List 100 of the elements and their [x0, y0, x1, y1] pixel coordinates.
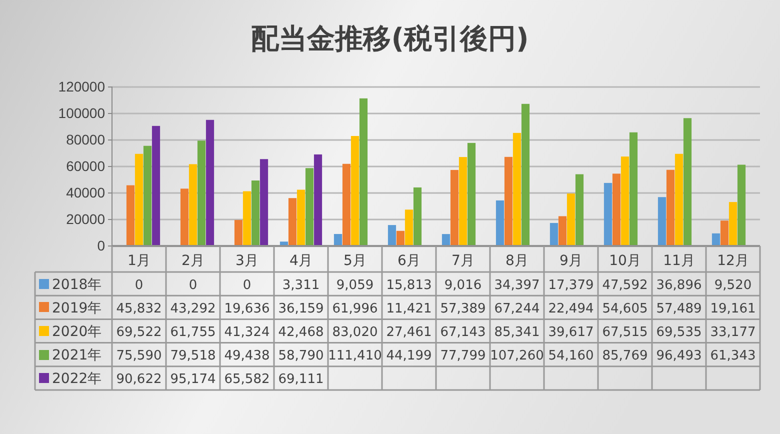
bar — [334, 234, 342, 246]
bar — [180, 188, 189, 246]
bar — [413, 187, 422, 246]
x-tick-label: 4月 — [290, 253, 312, 269]
data-label: 57,389 — [440, 301, 486, 316]
data-label: 96,493 — [656, 348, 702, 364]
x-tick-label: 3月 — [236, 253, 258, 269]
bar — [450, 170, 459, 246]
y-tick-label: 80000 — [66, 131, 106, 148]
data-label: 69,111 — [278, 372, 324, 388]
chart-title: 配当金推移(税引後円) — [251, 22, 529, 55]
y-tick-label: 60000 — [66, 158, 106, 174]
bar — [305, 168, 314, 246]
data-label: 79,518 — [170, 348, 216, 364]
data-label: 57,489 — [656, 301, 702, 316]
bar — [314, 154, 322, 246]
bar — [350, 136, 360, 246]
data-label: 34,397 — [494, 278, 540, 293]
data-label: 58,790 — [278, 348, 324, 364]
x-tick-label: 11月 — [663, 253, 695, 269]
bar — [260, 159, 268, 246]
bar — [737, 164, 746, 246]
data-label: 67,143 — [440, 325, 486, 340]
bar — [188, 164, 198, 246]
data-label: 67,244 — [494, 301, 540, 316]
x-tick-label: 9月 — [560, 253, 582, 269]
bar — [467, 142, 476, 246]
y-tick-label: 20000 — [66, 210, 106, 227]
data-label: 3,311 — [282, 278, 320, 293]
bar — [604, 182, 612, 246]
x-tick-label: 12月 — [717, 253, 749, 269]
data-label: 111,410 — [328, 348, 382, 364]
data-label: 61,343 — [710, 348, 756, 364]
data-label: 69,535 — [656, 325, 702, 340]
data-label: 47,592 — [602, 278, 648, 293]
data-label: 0 — [188, 278, 198, 293]
bar — [612, 174, 621, 246]
data-label: 15,813 — [386, 278, 432, 293]
data-label: 61,755 — [170, 325, 216, 340]
bar — [683, 118, 692, 246]
bar — [728, 202, 738, 246]
bar — [197, 140, 206, 246]
bar — [550, 222, 558, 246]
bar — [296, 190, 306, 246]
bar — [674, 154, 684, 246]
data-label: 9,016 — [444, 278, 482, 293]
x-tick-label: 10月 — [609, 253, 641, 269]
bar — [359, 98, 368, 246]
data-label: 19,161 — [710, 301, 756, 316]
data-label: 85,769 — [602, 348, 648, 364]
y-tick-label: 40000 — [66, 184, 106, 200]
bar — [288, 198, 297, 246]
bar — [242, 191, 252, 246]
data-label: 54,160 — [548, 348, 594, 364]
bar — [251, 180, 260, 246]
bar — [566, 194, 576, 246]
bar — [512, 132, 522, 246]
data-label: 19,636 — [224, 301, 270, 316]
bar — [234, 220, 243, 246]
data-label: 43,292 — [170, 301, 216, 316]
x-tick-label: 2月 — [182, 253, 204, 269]
bar — [152, 126, 160, 246]
x-tick-label: 1月 — [128, 253, 150, 269]
data-label: 9,059 — [336, 278, 374, 293]
bar — [134, 154, 144, 246]
data-label: 69,522 — [116, 325, 162, 340]
bar — [496, 200, 504, 246]
data-label: 11,421 — [386, 301, 432, 316]
bar — [404, 210, 414, 246]
data-label: 42,468 — [278, 325, 324, 340]
data-label: 36,896 — [656, 278, 702, 293]
y-tick-label: 0 — [97, 237, 106, 254]
data-label: 33,177 — [710, 325, 756, 340]
data-label: 95,174 — [170, 372, 216, 388]
data-label: 45,832 — [116, 301, 162, 316]
data-label: 107,260 — [490, 348, 544, 364]
bar — [458, 157, 468, 246]
bar — [442, 234, 450, 246]
x-tick-label: 7月 — [452, 253, 474, 269]
data-label: 0 — [242, 278, 252, 293]
data-label: 22,494 — [548, 301, 594, 316]
x-tick-label: 8月 — [506, 253, 528, 269]
bar — [558, 216, 567, 246]
bar — [206, 120, 214, 246]
data-label: 54,605 — [602, 301, 648, 316]
bar — [504, 156, 513, 246]
data-label: 17,379 — [548, 278, 594, 293]
x-tick-label: 6月 — [398, 253, 420, 269]
y-tick-label: 100000 — [58, 104, 106, 121]
data-label: 41,324 — [224, 325, 270, 340]
data-label: 65,582 — [224, 372, 270, 388]
data-label: 36,159 — [278, 301, 324, 316]
data-label: 0 — [134, 278, 144, 293]
data-label: 75,590 — [116, 348, 162, 364]
bar — [666, 170, 675, 246]
bar — [143, 146, 152, 246]
data-label: 49,438 — [224, 348, 270, 364]
bar — [720, 220, 729, 246]
legend-label: 2021年 — [52, 348, 102, 364]
data-label: 39,617 — [548, 325, 594, 340]
